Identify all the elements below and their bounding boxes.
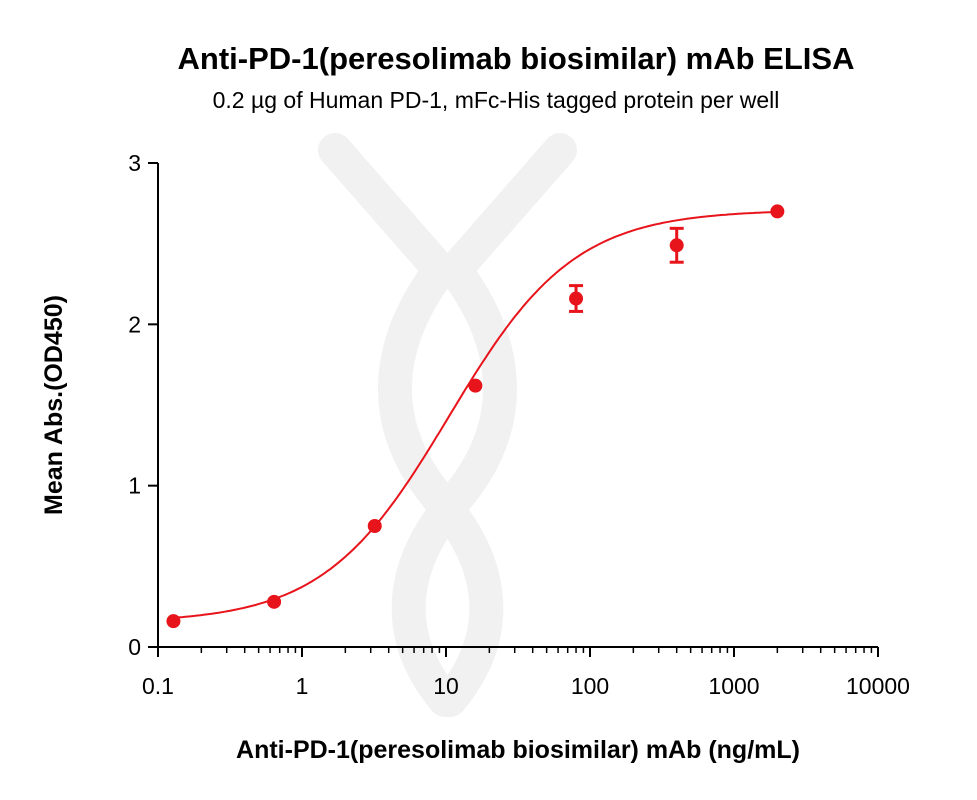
axes: 0.1 1 10 100 1000 10000 0 1 2 3 [128,150,910,699]
data-point [569,291,584,306]
x-axis-label: Anti-PD-1(peresolimab biosimilar) mAb (n… [236,736,800,764]
data-point [367,519,382,533]
x-tick-label: 1000 [708,673,759,699]
data-points [166,204,785,629]
data-point [267,594,282,609]
data-point [770,204,785,219]
data-point [166,614,181,629]
y-axis-label: Mean Abs.(OD450) [40,295,68,515]
x-tick-label: 1 [296,673,309,699]
x-tick-label: 100 [571,673,609,699]
y-tick-label: 1 [128,473,141,499]
chart-subtitle: 0.2 µg of Human PD-1, mFc-His tagged pro… [213,87,780,113]
data-point [669,238,684,253]
x-tick-label: 10 [433,673,459,699]
x-tick-label: 10000 [846,673,910,699]
y-tick-label: 2 [128,311,141,337]
x-tick-label: 0.1 [142,673,174,699]
watermark-logo [318,133,577,717]
data-point [468,378,483,393]
chart-title: Anti-PD-1(peresolimab biosimilar) mAb EL… [178,41,855,76]
y-tick-label: 3 [128,150,141,176]
y-tick-label: 0 [128,634,141,660]
